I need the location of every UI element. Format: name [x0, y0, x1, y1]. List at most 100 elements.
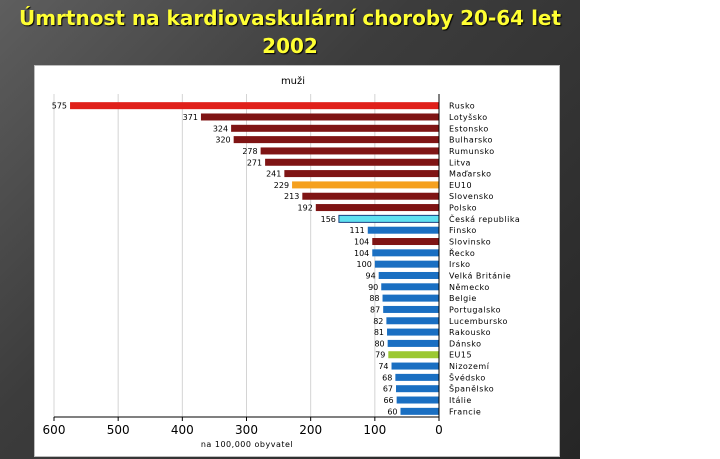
x-tick-label: 100: [363, 423, 386, 437]
data-label: 320: [215, 136, 230, 145]
bar: [378, 271, 439, 279]
data-label: 67: [383, 385, 393, 394]
slide-title-line-2: 2002: [262, 34, 318, 58]
bar: [200, 113, 439, 121]
data-label: 68: [382, 373, 392, 382]
data-label: 575: [52, 102, 67, 111]
category-label: Polsko: [449, 204, 477, 213]
category-label: Itálie: [449, 396, 472, 405]
category-label: Rakousko: [449, 328, 491, 337]
data-label: 156: [321, 215, 336, 224]
x-tick-label: 200: [299, 423, 322, 437]
category-label: Velká Británie: [449, 271, 511, 280]
data-label: 66: [383, 396, 393, 405]
bar: [265, 158, 439, 166]
bar: [372, 249, 439, 257]
category-label: Estonsko: [449, 124, 489, 133]
category-label: Německo: [449, 283, 490, 292]
data-label: 79: [375, 351, 385, 360]
category-label: Lotyšsko: [449, 112, 488, 122]
bar: [302, 192, 439, 200]
bar: [388, 351, 439, 359]
bar: [395, 373, 439, 381]
category-label: Španělsko: [449, 383, 494, 394]
data-label: 278: [242, 147, 257, 156]
category-label: Litva: [449, 158, 471, 167]
category-label: Belgie: [449, 294, 477, 303]
category-label: Řecko: [449, 248, 475, 258]
category-label: EU15: [449, 351, 472, 360]
x-tick-label: 400: [171, 423, 194, 437]
x-axis-title: na 100,000 obyvatel: [201, 440, 293, 449]
data-label: 324: [213, 124, 228, 133]
bar: [338, 214, 440, 223]
slide-title: Úmrtnost na kardiovaskulární choroby 20-…: [0, 4, 580, 60]
category-label: Slovensko: [449, 192, 494, 201]
x-tick-label: 500: [107, 423, 130, 437]
data-label: 80: [374, 339, 384, 348]
bar: [315, 204, 439, 212]
category-label: Švédsko: [449, 371, 486, 382]
category-label: Finsko: [449, 226, 477, 235]
x-tick-label: 300: [235, 423, 258, 437]
data-label: 90: [368, 283, 378, 292]
x-tick-label: 600: [43, 423, 66, 437]
bar: [387, 328, 439, 336]
data-label: 213: [284, 192, 299, 201]
bar: [292, 181, 439, 189]
bar: [372, 238, 439, 246]
data-label: 229: [274, 181, 289, 190]
bar: [284, 170, 439, 178]
bar: [382, 294, 439, 302]
bar: [396, 396, 439, 404]
data-label: 82: [373, 317, 383, 326]
category-label: Slovinsko: [449, 238, 491, 247]
bar: [70, 102, 439, 110]
slide-title-line-1: Úmrtnost na kardiovaskulární choroby 20-…: [18, 6, 562, 30]
bar: [381, 283, 439, 291]
category-label: Irsko: [449, 260, 471, 269]
data-label: 192: [298, 204, 313, 213]
x-tick-label: 0: [435, 423, 443, 437]
data-label: 241: [266, 170, 281, 179]
bar: [383, 305, 439, 313]
data-label: 81: [374, 328, 384, 337]
category-label: Dánsko: [449, 339, 482, 348]
bar: [387, 339, 439, 347]
category-label: Česká republika: [449, 213, 520, 224]
category-label: Lucembursko: [449, 317, 508, 326]
bar: [231, 124, 439, 132]
bar: [396, 385, 439, 393]
data-label: 104: [354, 249, 369, 258]
data-label: 104: [354, 238, 369, 247]
data-label: 111: [349, 226, 364, 235]
bar: [233, 136, 439, 144]
data-label: 87: [370, 305, 380, 314]
category-label: Maďarsko: [449, 170, 491, 179]
bar: [260, 147, 439, 155]
category-label: Rusko: [449, 102, 475, 111]
bar: [400, 407, 439, 415]
category-label: Nizozemí: [449, 362, 490, 371]
bar: [374, 260, 439, 268]
data-label: 100: [357, 260, 372, 269]
category-label: Francie: [449, 407, 481, 416]
category-label: EU10: [449, 181, 472, 190]
category-label: Portugalsko: [449, 305, 501, 314]
data-label: 60: [387, 407, 397, 416]
data-label: 88: [369, 294, 379, 303]
axis: 600 500 400 300 200 100 0: [43, 94, 443, 437]
data-label: 371: [183, 113, 198, 122]
data-label: 74: [378, 362, 388, 371]
data-label: 94: [365, 271, 375, 280]
data-label: 271: [247, 158, 262, 167]
bar-chart: 575 Rusko 371 Lotyšsko 324 Estonsko 320 Bulhars…: [43, 75, 520, 449]
category-label: Bulharsko: [449, 136, 493, 145]
bars: 575 Rusko 371 Lotyšsko 324 Estonsko 320 Bulhars…: [52, 102, 520, 417]
chart-title: muži: [281, 75, 305, 87]
bar: [386, 317, 439, 325]
category-label: Rumunsko: [449, 147, 495, 156]
bar: [367, 226, 439, 234]
chart-panel: 575 Rusko 371 Lotyšsko 324 Estonsko 320 Bulhars…: [34, 65, 560, 457]
bar: [391, 362, 439, 370]
